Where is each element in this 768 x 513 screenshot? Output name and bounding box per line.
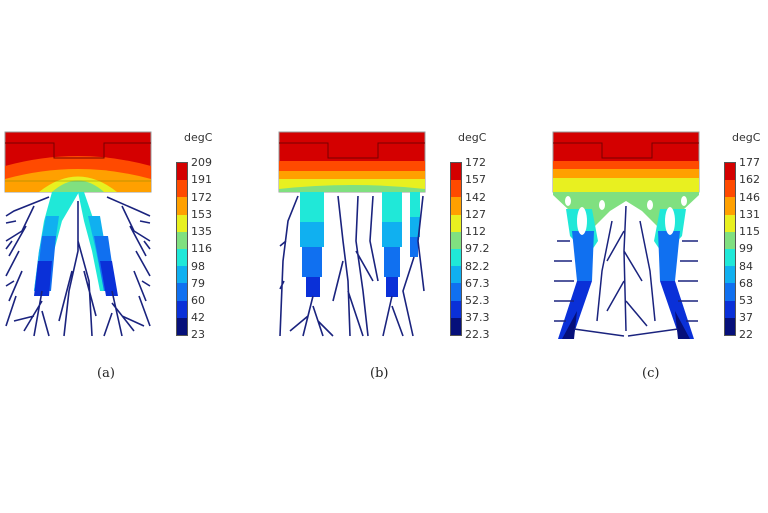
colorbar-gradient [176, 162, 188, 336]
colorbar-gradient [724, 162, 736, 336]
colorbar-tick: 22 [739, 328, 753, 341]
colorbar-tick: 37.3 [465, 311, 490, 324]
temperature-contour-plot-a [4, 131, 152, 337]
colorbar-tick: 157 [465, 173, 486, 186]
colorbar-unit-label: degC [458, 131, 487, 144]
colorbar-tick: 116 [191, 242, 212, 255]
colorbar-tick: 42 [191, 311, 205, 324]
colorbar-tick: 112 [465, 225, 486, 238]
panel-c: degC 177 162 146 131 115 99 84 68 53 37 … [552, 131, 768, 341]
colorbar-tick: 131 [739, 208, 760, 221]
temperature-contour-plot-b [278, 131, 426, 337]
colorbar-tick: 153 [191, 208, 212, 221]
colorbar-tick: 127 [465, 208, 486, 221]
colorbar-tick: 53 [739, 294, 753, 307]
colorbar-tick: 191 [191, 173, 212, 186]
colorbar-tick: 162 [739, 173, 760, 186]
colorbar-tick: 135 [191, 225, 212, 238]
colorbar-tick: 23 [191, 328, 205, 341]
colorbar-unit-label: degC [184, 131, 213, 144]
colorbar-tick: 67.3 [465, 277, 490, 290]
colorbar-tick: 60 [191, 294, 205, 307]
panel-b: degC 172 157 142 127 112 97.2 82.2 67.3 … [278, 131, 528, 341]
colorbar-tick: 82.2 [465, 260, 490, 273]
colorbar-tick: 84 [739, 260, 753, 273]
colorbar-tick: 37 [739, 311, 753, 324]
colorbar-tick: 209 [191, 156, 212, 169]
colorbar-tick: 172 [465, 156, 486, 169]
temperature-contour-plot-c [552, 131, 700, 339]
colorbar-tick: 97.2 [465, 242, 490, 255]
caption-a: (a) [97, 366, 115, 381]
colorbar-tick: 98 [191, 260, 205, 273]
colorbar-gradient [450, 162, 462, 336]
colorbar-tick: 142 [465, 191, 486, 204]
colorbar-tick: 177 [739, 156, 760, 169]
colorbar-unit-label: degC [732, 131, 761, 144]
colorbar-tick: 52.3 [465, 294, 490, 307]
panel-a: degC 209 191 172 153 135 116 98 79 60 42… [4, 131, 254, 341]
colorbar-tick: 79 [191, 277, 205, 290]
colorbar-tick: 115 [739, 225, 760, 238]
colorbar-tick: 68 [739, 277, 753, 290]
colorbar-tick: 22.3 [465, 328, 490, 341]
colorbar-tick: 172 [191, 191, 212, 204]
caption-b: (b) [370, 366, 389, 381]
colorbar-tick: 99 [739, 242, 753, 255]
caption-c: (c) [642, 366, 660, 381]
colorbar-tick: 146 [739, 191, 760, 204]
